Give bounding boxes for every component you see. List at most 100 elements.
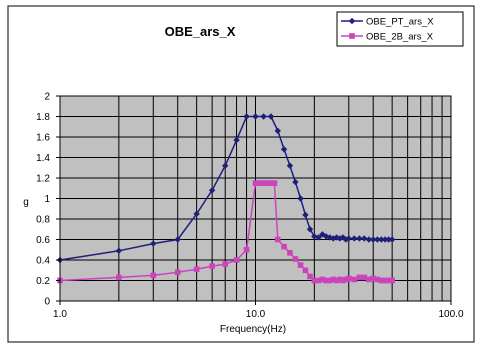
data-point	[307, 273, 313, 280]
data-point	[252, 180, 259, 186]
data-point	[378, 236, 385, 243]
data-point	[174, 269, 181, 276]
data-point	[337, 276, 343, 283]
data-point	[385, 277, 392, 284]
data-point	[292, 178, 299, 186]
grid-lines	[60, 96, 451, 301]
data-point	[365, 236, 373, 243]
data-point	[361, 235, 368, 242]
data-point	[342, 236, 350, 243]
y-axis-label: g	[23, 197, 29, 208]
data-point	[280, 146, 288, 153]
data-point	[267, 113, 275, 120]
data-point	[209, 263, 215, 269]
x-tick-label: 1.0	[53, 309, 67, 320]
y-tick-label: 0.4	[36, 256, 50, 267]
data-point	[319, 276, 326, 283]
y-tick-label: 1.4	[36, 153, 50, 164]
data-point	[315, 234, 322, 241]
y-tick-label: 0.8	[36, 215, 50, 226]
data-point	[268, 180, 274, 186]
data-point	[370, 236, 377, 243]
data-point	[222, 261, 229, 267]
data-point	[351, 235, 358, 242]
data-point	[378, 277, 385, 284]
data-point	[174, 236, 181, 243]
data-point	[243, 113, 250, 120]
data-point	[271, 180, 278, 186]
data-point	[222, 162, 229, 169]
data-point	[116, 274, 122, 281]
data-point	[351, 276, 358, 283]
legend-marker	[348, 17, 356, 25]
data-point	[281, 243, 287, 250]
data-point	[274, 236, 281, 243]
chart-title: OBE_ars_X	[165, 24, 236, 39]
data-point	[115, 247, 123, 254]
data-point	[389, 277, 395, 284]
legend-item: OBE_PT_ars_X	[341, 17, 434, 28]
data-point	[374, 276, 381, 283]
data-point	[193, 266, 200, 273]
data-point	[382, 277, 388, 284]
x-tick-label: 100.0	[438, 309, 463, 320]
data-point	[356, 274, 363, 281]
legend-label: OBE_PT_ars_X	[366, 17, 434, 28]
y-tick-label: 1.6	[36, 133, 50, 144]
data-point	[233, 257, 240, 263]
data-point	[292, 256, 299, 262]
axis-layer: 0 0.2 0.4 0.6 0.8 1 1.2 1.4 1.6 1.8 2 1.0 10.0 100.0	[36, 92, 464, 321]
data-point	[340, 277, 346, 284]
data-point	[311, 277, 318, 284]
data-point	[302, 211, 309, 219]
data-point	[315, 277, 322, 284]
legend-label: OBE_2B_ars_X	[366, 32, 434, 43]
data-point	[287, 250, 293, 256]
data-point	[252, 113, 259, 120]
legend-box	[336, 11, 464, 47]
data-point	[385, 236, 392, 243]
data-point	[286, 162, 294, 169]
data-point	[345, 275, 352, 282]
data-point	[264, 180, 271, 186]
legend-marker	[349, 33, 355, 39]
y-tick-label: 0	[44, 297, 50, 308]
data-point	[333, 277, 340, 284]
data-point	[256, 180, 263, 186]
data-point	[150, 240, 157, 247]
series-1	[56, 113, 396, 264]
data-point	[306, 226, 314, 233]
y-tick-label: 0.2	[36, 276, 50, 287]
data-point	[366, 276, 372, 283]
data-point	[208, 187, 216, 194]
data-point	[323, 277, 330, 284]
legend: OBE_PT_ars_X OBE_2B_ars_X	[336, 11, 464, 47]
data-point	[370, 275, 377, 282]
series-2	[57, 180, 395, 284]
data-point	[361, 274, 368, 281]
data-point	[302, 267, 309, 274]
x-tick-label: 10.0	[246, 309, 266, 320]
y-tick-label: 1.2	[36, 174, 50, 185]
data-point	[193, 210, 200, 218]
y-tick-label: 2	[44, 92, 50, 103]
data-point	[381, 236, 389, 243]
y-tick-label: 0.6	[36, 235, 50, 246]
data-point	[319, 231, 326, 238]
y-tick-label: 1.8	[36, 112, 50, 123]
data-point	[330, 276, 337, 283]
data-point	[374, 236, 381, 243]
data-point	[345, 235, 352, 242]
y-tick-label: 1	[44, 194, 50, 205]
legend-item: OBE_2B_ars_X	[341, 32, 434, 43]
data-point	[150, 272, 157, 279]
data-point	[260, 180, 267, 186]
data-point	[297, 262, 304, 268]
data-point	[243, 246, 250, 253]
data-point	[356, 235, 363, 242]
data-point	[233, 136, 240, 144]
data-point	[343, 276, 349, 283]
x-axis-label: Frequency(Hz)	[220, 324, 286, 335]
